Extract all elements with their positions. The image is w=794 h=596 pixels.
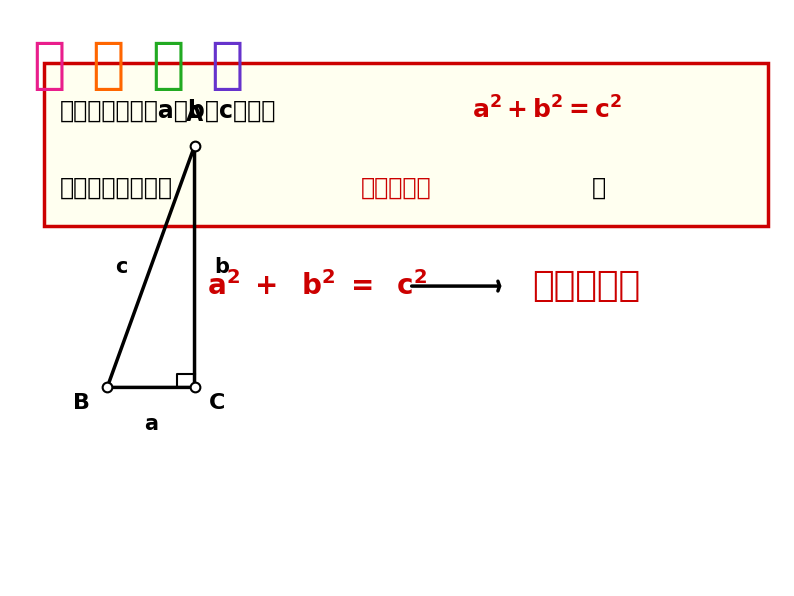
Text: b: b [214,257,229,277]
Text: 知: 知 [32,39,65,93]
Text: 。: 。 [592,176,606,200]
Text: $\mathbf{a^2\ +\ \ b^2\ =\ \ c^2}$: $\mathbf{a^2\ +\ \ b^2\ =\ \ c^2}$ [207,271,428,301]
Text: 直角三角形: 直角三角形 [361,176,432,200]
Text: 直角三角形: 直角三角形 [532,269,640,303]
Text: 识: 识 [91,39,125,93]
Text: B: B [73,393,90,414]
Text: C: C [209,393,225,414]
Text: 站: 站 [210,39,244,93]
Text: A: A [186,105,203,125]
Text: c: c [114,257,127,277]
Text: 驿: 驿 [151,39,184,93]
Text: 三角形的三边长a、b、c满足：: 三角形的三边长a、b、c满足： [60,98,276,122]
Text: a: a [144,414,158,434]
Text: $\mathbf{a^2 + b^2 = c^2}$: $\mathbf{a^2 + b^2 = c^2}$ [472,97,622,124]
Text: 那么这个三角形是: 那么这个三角形是 [60,176,172,200]
FancyBboxPatch shape [44,63,768,226]
